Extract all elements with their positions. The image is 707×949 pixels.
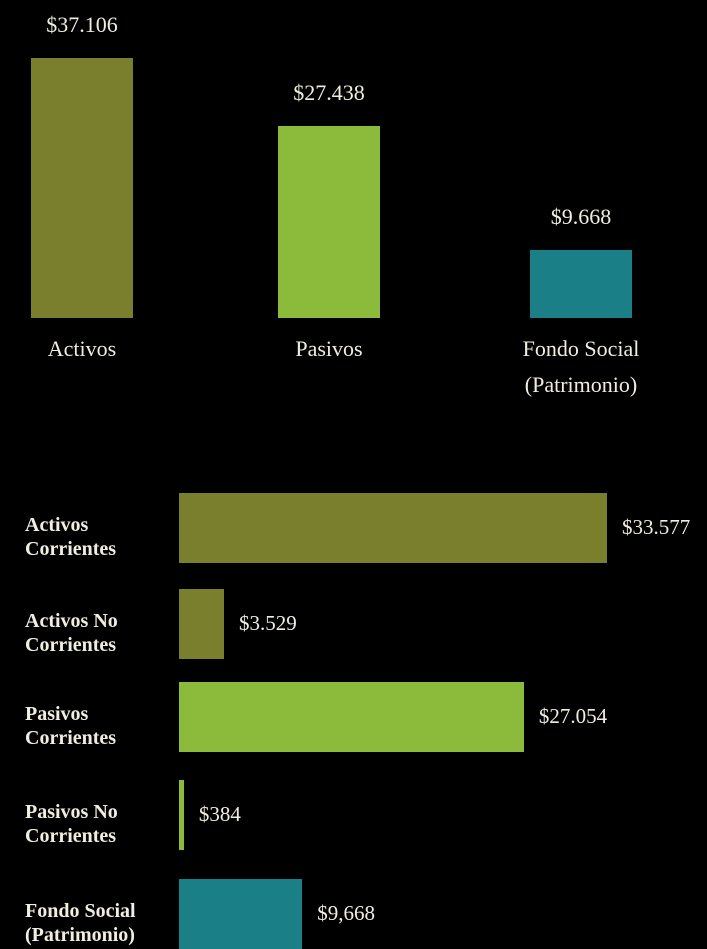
value-label: $9.668 [550, 204, 612, 230]
bar [179, 682, 524, 752]
category-label: Pasivos No Corrientes [25, 801, 118, 847]
bar [31, 58, 133, 318]
category-label: Activos Corrientes [25, 514, 117, 560]
category-label: Pasivos Corrientes [25, 703, 117, 749]
category-label: Activos No Corrientes [25, 610, 118, 656]
bar [179, 780, 184, 850]
bar [530, 250, 632, 318]
value-label: $33.577 [622, 515, 691, 539]
category-label: Pasivos [295, 336, 363, 361]
value-label: $27.054 [538, 704, 608, 728]
bar [179, 493, 607, 563]
category-label: Activos [47, 336, 117, 361]
bar [179, 589, 224, 659]
value-label: $9,668 [317, 901, 375, 925]
value-label: $27.438 [293, 79, 365, 105]
category-label: Fondo Social (Patrimonio) [25, 900, 136, 946]
bar [179, 879, 303, 949]
bar [278, 125, 380, 318]
category-label: Fondo Social (Patrimonio) [522, 336, 640, 397]
value-label: $37.106 [46, 12, 118, 37]
value-label: $3.529 [238, 611, 297, 635]
value-label: $384 [198, 802, 241, 826]
